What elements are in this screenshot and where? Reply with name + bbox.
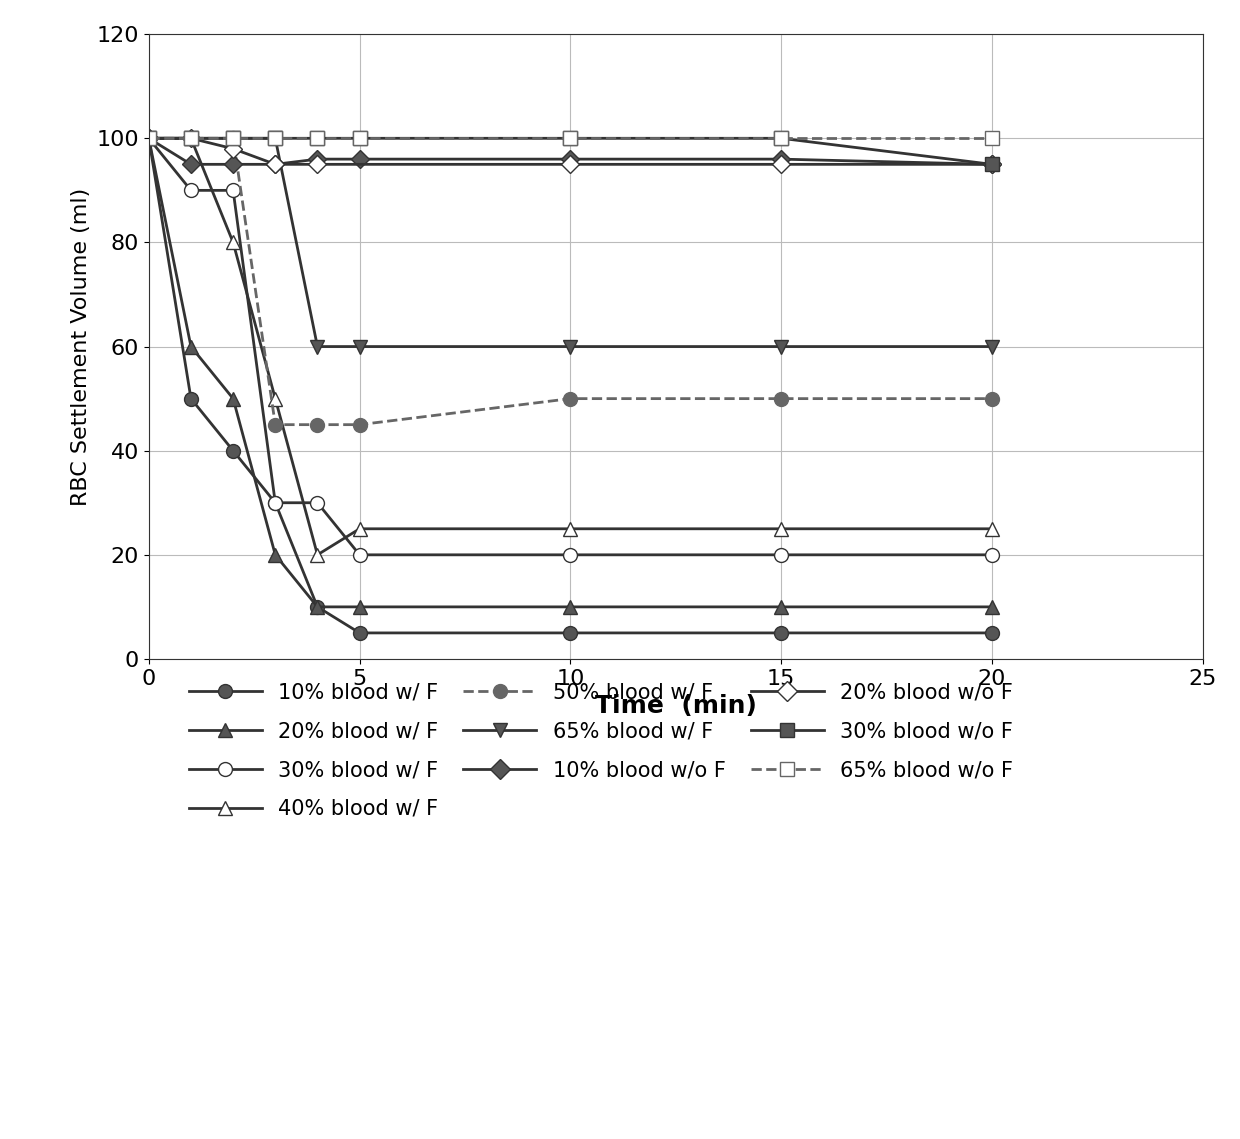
X-axis label: Time  (min): Time (min) [595,695,756,719]
Legend: 10% blood w/ F, 20% blood w/ F, 30% blood w/ F, 40% blood w/ F, 50% blood w/ F, : 10% blood w/ F, 20% blood w/ F, 30% bloo… [180,674,1022,827]
Y-axis label: RBC Settlement Volume (ml): RBC Settlement Volume (ml) [71,188,91,506]
